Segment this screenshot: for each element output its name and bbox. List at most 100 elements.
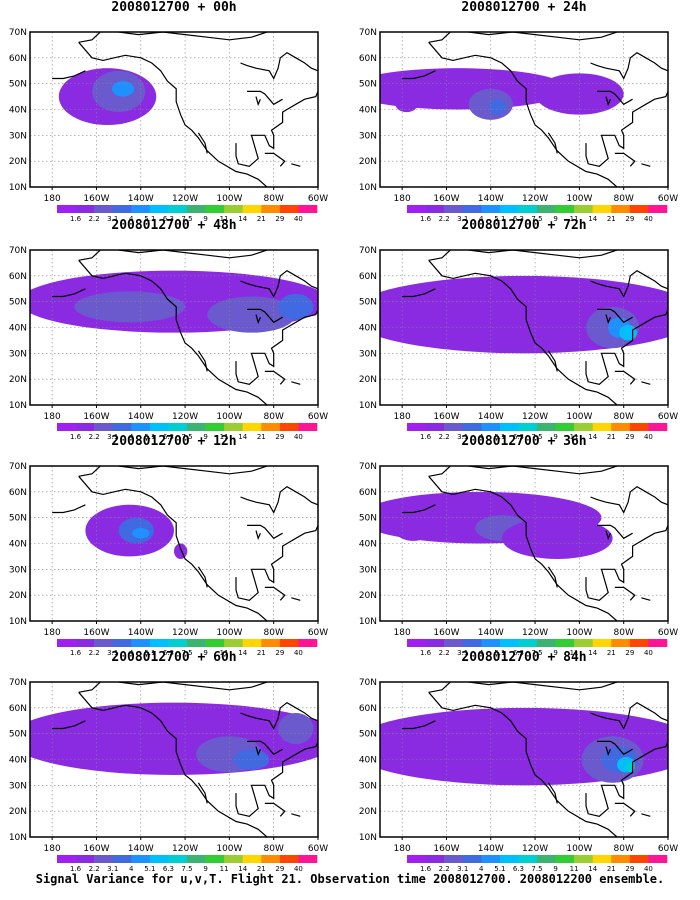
variance-region	[131, 528, 150, 539]
variance-region	[395, 96, 418, 113]
colorbar-label: 21	[607, 433, 616, 441]
lon-tick-label: 140W	[478, 194, 504, 204]
lon-tick-label: 100W	[216, 628, 242, 638]
lat-tick-label: 30N	[9, 131, 27, 141]
map-svg: 180 160W 140W 120W 100W 80W 60W 10N 20N 30N 40N 50N…	[359, 462, 678, 657]
lat-tick-label: 10N	[359, 183, 377, 193]
colorbar-label: 5.1	[144, 865, 155, 873]
coastline	[402, 504, 436, 514]
variance-region	[395, 520, 431, 541]
lat-tick-label: 30N	[359, 131, 377, 141]
coastline	[597, 524, 633, 540]
variance-region	[380, 68, 569, 110]
colorbar-label: 4	[479, 215, 484, 223]
colorbar: 1.6 2.2 3.1 4 5.1 6.3 7.5 9 11 14 21 29 40	[57, 855, 318, 873]
coastline	[597, 740, 633, 756]
colorbar: 1.6 2.2 3.1 4 5.1 6.3 7.5 9 11 14 21 29 40	[407, 423, 668, 441]
lon-tick-label: 80W	[614, 412, 634, 422]
lon-tick-label: 80W	[264, 628, 284, 638]
coastline	[402, 70, 436, 80]
lat-tick-label: 50N	[9, 80, 27, 90]
colorbar-swatch	[518, 423, 538, 431]
colorbar-swatch	[75, 423, 95, 431]
coastline	[52, 504, 86, 514]
coastline	[264, 370, 286, 385]
colorbar-label: 6.3	[163, 649, 174, 657]
map-panel: 2008012700 + 36h 180 160W 140W 120W 100W 80W 60…	[350, 434, 690, 657]
colorbar: 1.6 2.2 3.1 4 5.1 6.3 7.5 9 11 14 21 29 40	[57, 205, 318, 223]
colorbar-swatch	[131, 423, 151, 431]
lon-tick-label: 140W	[128, 844, 154, 854]
colorbar-label: 2.2	[89, 649, 100, 657]
lon-tick-label: 100W	[566, 628, 592, 638]
colorbar-label: 40	[644, 649, 653, 657]
colorbar-swatch	[648, 205, 668, 213]
colorbar-swatch	[242, 205, 262, 213]
colorbar-swatch	[261, 855, 281, 863]
colorbar-label: 9	[203, 433, 207, 441]
coastline	[240, 485, 318, 514]
colorbar-swatch	[57, 205, 76, 213]
colorbar-label: 4	[479, 649, 484, 657]
coastline	[585, 525, 668, 601]
coastline	[597, 308, 633, 324]
colorbar-swatch	[279, 639, 299, 647]
map-panel: 2008012700 + 12h 180 160W 140W 120W 100W 80W 60…	[0, 434, 340, 657]
colorbar-swatch	[611, 639, 631, 647]
coastline	[585, 91, 668, 167]
colorbar-swatch	[224, 855, 244, 863]
colorbar-swatch	[611, 855, 631, 863]
colorbar-label: 7.5	[181, 215, 192, 223]
colorbar-label: 14	[588, 433, 597, 441]
colorbar-swatch	[149, 423, 169, 431]
lat-tick-label: 20N	[359, 807, 377, 817]
panel-title: 2008012700 + 36h	[461, 434, 587, 449]
map-frame	[379, 249, 669, 406]
colorbar: 1.6 2.2 3.1 4 5.1 6.3 7.5 9 11 14 21 29 40	[407, 855, 668, 873]
lon-tick-label: 160W	[433, 628, 459, 638]
colorbar-label: 11	[570, 865, 579, 873]
colorbar-label: 11	[220, 215, 229, 223]
coastline	[247, 524, 283, 540]
coastline	[614, 586, 636, 601]
lon-tick-label: 160W	[433, 844, 459, 854]
colorbar-swatch	[112, 205, 132, 213]
colorbar-label: 29	[625, 215, 634, 223]
colorbar-swatch	[94, 423, 114, 431]
map-panel: 2008012700 + 60h 180 160W 140W 120W 100W 80W 60…	[0, 650, 340, 873]
colorbar-label: 9	[553, 865, 557, 873]
map-panel: 2008012700 + 84h 180 160W 140W 120W 100W 80W 60…	[350, 650, 690, 873]
variance-region	[488, 99, 507, 115]
lon-tick-label: 60W	[308, 194, 328, 204]
coastline	[255, 96, 261, 107]
variance-region	[278, 713, 314, 744]
lon-tick-label: 180	[44, 412, 61, 422]
colorbar-swatch	[574, 205, 594, 213]
colorbar-label: 2.2	[439, 649, 450, 657]
colorbar-swatch	[537, 639, 556, 647]
colorbar-label: 5.1	[144, 215, 155, 223]
lon-tick-label: 140W	[128, 628, 154, 638]
lon-tick-label: 160W	[83, 628, 109, 638]
lon-tick-label: 180	[394, 628, 411, 638]
lat-tick-label: 60N	[359, 704, 377, 714]
colorbar-swatch	[261, 205, 281, 213]
colorbar-swatch	[444, 855, 464, 863]
lon-tick-label: 140W	[478, 844, 504, 854]
lat-tick-label: 30N	[9, 565, 27, 575]
coastline	[78, 466, 268, 477]
colorbar-label: 7.5	[531, 649, 542, 657]
colorbar-swatch	[462, 855, 482, 863]
colorbar-swatch	[462, 423, 482, 431]
colorbar-label: 4	[129, 865, 134, 873]
colorbar-label: 21	[257, 649, 266, 657]
lat-tick-label: 50N	[359, 298, 377, 308]
coastline	[264, 586, 286, 601]
variance-region	[380, 707, 668, 786]
colorbar-swatch	[112, 639, 132, 647]
coastline	[264, 802, 286, 817]
colorbar-label: 5.1	[144, 433, 155, 441]
colorbar-swatch	[574, 855, 594, 863]
coastline	[78, 259, 268, 405]
lon-tick-label: 180	[44, 628, 61, 638]
